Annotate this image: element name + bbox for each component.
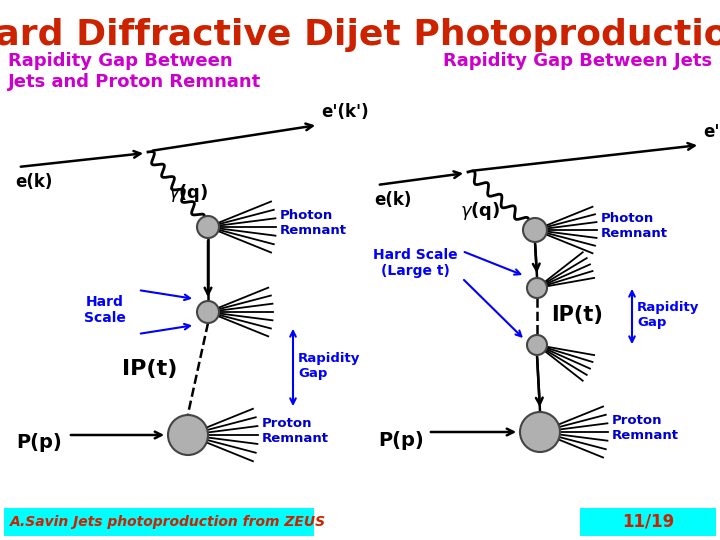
Text: Proton
Remnant: Proton Remnant: [262, 417, 329, 445]
Text: $\gamma$(q): $\gamma$(q): [460, 200, 500, 222]
Text: Hard Scale
(Large t): Hard Scale (Large t): [373, 248, 457, 278]
Text: e'(k'): e'(k'): [321, 103, 369, 121]
Circle shape: [523, 218, 547, 242]
Text: IP(t): IP(t): [122, 359, 178, 379]
Text: Rapidity Gap Between
Jets and Proton Remnant: Rapidity Gap Between Jets and Proton Rem…: [8, 52, 261, 91]
Text: e(k): e(k): [15, 173, 53, 191]
Circle shape: [197, 216, 219, 238]
Text: Rapidity Gap Between Jets: Rapidity Gap Between Jets: [443, 52, 712, 70]
Circle shape: [520, 412, 560, 452]
Circle shape: [168, 415, 208, 455]
Text: e'(k'): e'(k'): [703, 123, 720, 141]
Text: Photon
Remnant: Photon Remnant: [280, 209, 347, 237]
Circle shape: [197, 301, 219, 323]
Circle shape: [527, 278, 547, 298]
Text: Photon
Remnant: Photon Remnant: [601, 212, 668, 240]
Text: Proton
Remnant: Proton Remnant: [612, 414, 679, 442]
Text: P(p): P(p): [16, 434, 62, 453]
Text: Hard Diffractive Dijet Photoproduction: Hard Diffractive Dijet Photoproduction: [0, 18, 720, 52]
FancyBboxPatch shape: [4, 508, 314, 536]
Text: e(k): e(k): [374, 191, 411, 209]
Circle shape: [527, 335, 547, 355]
Text: Rapidity
Gap: Rapidity Gap: [637, 301, 699, 329]
Text: 11/19: 11/19: [622, 513, 674, 531]
Text: Rapidity
Gap: Rapidity Gap: [298, 352, 361, 380]
Text: IP(t): IP(t): [551, 305, 603, 325]
FancyBboxPatch shape: [580, 508, 716, 536]
Text: $\gamma$(q): $\gamma$(q): [168, 182, 209, 204]
Text: Hard
Scale: Hard Scale: [84, 295, 126, 325]
Text: P(p): P(p): [378, 430, 424, 449]
Text: A.Savin Jets photoproduction from ZEUS: A.Savin Jets photoproduction from ZEUS: [10, 515, 326, 529]
